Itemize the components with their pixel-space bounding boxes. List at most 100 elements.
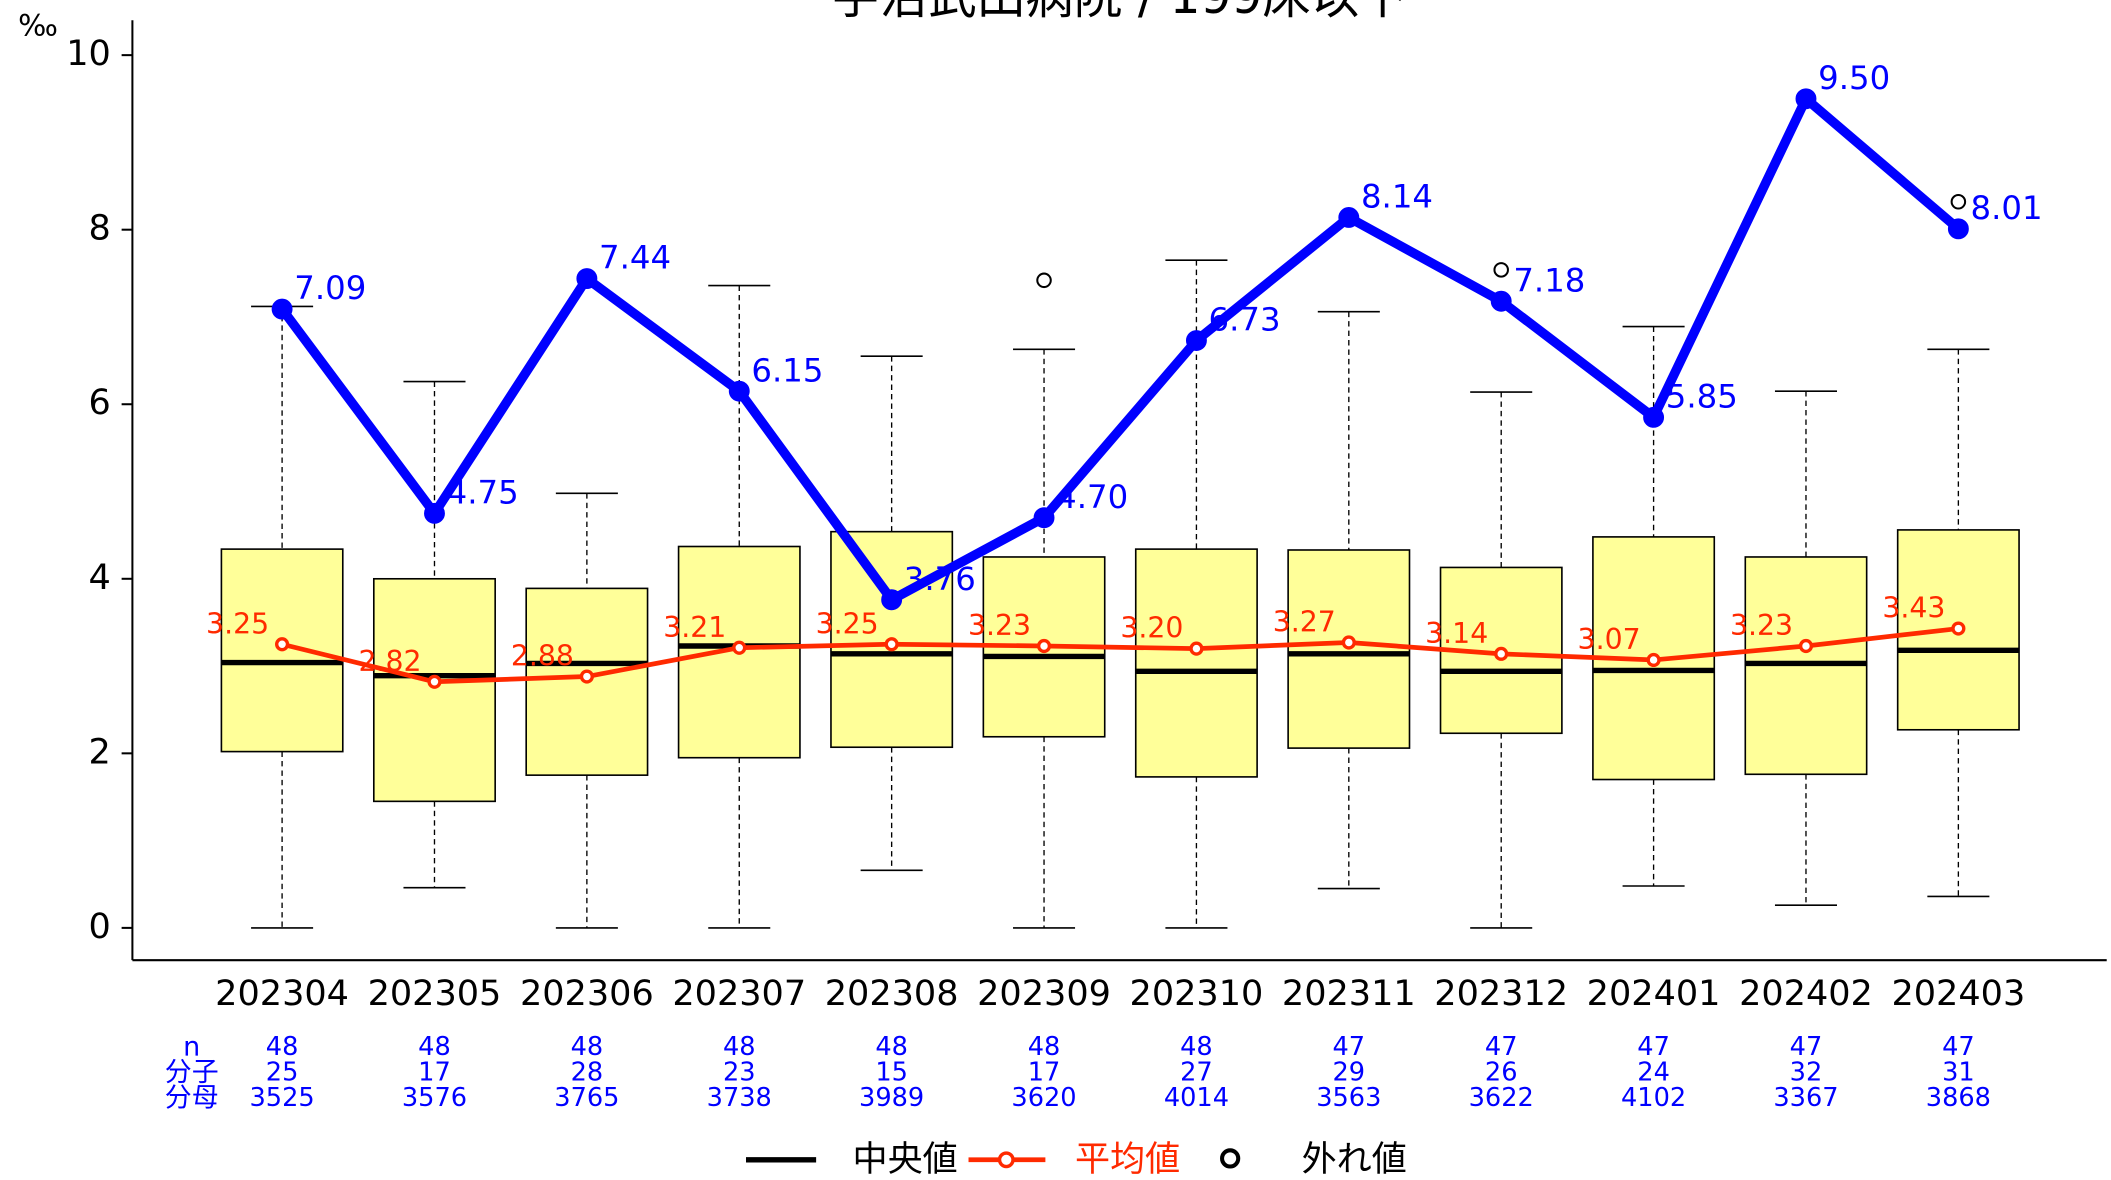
hospital-point: [1643, 406, 1665, 428]
box: [1134, 548, 1258, 778]
mean-value-label: 3.07: [1578, 623, 1641, 656]
y-tick-label: 4: [89, 557, 111, 598]
table-cell: 32: [1790, 1057, 1823, 1087]
hospital-line: [278, 94, 1962, 605]
hospital-value-label: 3.76: [904, 560, 976, 598]
mean-value-label: 3.23: [968, 609, 1031, 642]
outlier: [1036, 272, 1052, 289]
table-cell: 15: [875, 1057, 908, 1087]
hospital-value-label: 4.70: [1056, 478, 1128, 516]
table-cell: 3989: [859, 1083, 924, 1113]
mean-value-label: 3.43: [1882, 592, 1945, 625]
mean-point: [427, 674, 442, 689]
table-cell: 48: [723, 1032, 756, 1062]
hospital-point: [1795, 88, 1817, 110]
hospital-point: [881, 589, 903, 611]
hospital-point: [1338, 207, 1360, 228]
hospital-point: [424, 502, 445, 524]
hospital-point: [271, 298, 293, 320]
table-row-label: n: [183, 1031, 200, 1062]
x-tick-label: 202312: [1434, 973, 1568, 1014]
mean-value-label: 3.23: [1730, 609, 1793, 642]
y-tick-label: 8: [89, 208, 111, 249]
mean-point: [579, 669, 594, 684]
mean-point: [732, 640, 747, 655]
hospital-point: [576, 268, 598, 290]
x-tick-label: 202308: [825, 973, 959, 1014]
table-cell: 17: [1028, 1057, 1061, 1087]
table-cell: 17: [418, 1057, 451, 1087]
x-tick-label: 202401: [1587, 973, 1721, 1014]
hospital-value-label: 9.50: [1818, 59, 1890, 97]
table-cell: 4014: [1164, 1083, 1229, 1113]
hospital-value-label: 8.01: [1971, 189, 2043, 227]
table-cell: 48: [418, 1032, 451, 1062]
table-cell: 23: [723, 1057, 756, 1087]
x-tick-label: 202309: [977, 973, 1111, 1014]
mean-point: [1341, 635, 1356, 650]
hospital-value-label: 5.85: [1666, 377, 1738, 415]
table-cell: 47: [1942, 1032, 1975, 1062]
table-cell: 48: [266, 1032, 299, 1062]
hospital-value-label: 7.18: [1513, 261, 1585, 299]
table-row-label: 分子: [165, 1057, 219, 1088]
table-cell: 29: [1333, 1057, 1366, 1087]
y-tick-label: 6: [89, 382, 111, 423]
mean-value-label: 3.25: [816, 607, 879, 640]
hospital-point: [1185, 330, 1207, 351]
x-tick-label: 202310: [1130, 973, 1264, 1014]
y-unit: ‰: [18, 7, 58, 42]
legend-mean: 平均値: [1075, 1139, 1180, 1180]
hospital-value-label: 7.09: [294, 269, 366, 307]
mean-point: [275, 637, 290, 652]
table-cell: 3738: [707, 1083, 772, 1113]
table-row-label: 分母: [165, 1083, 219, 1114]
outlier: [1950, 194, 1967, 210]
mean-point: [1189, 641, 1204, 656]
table-cell: 3367: [1773, 1083, 1838, 1113]
table-cell: 3576: [402, 1083, 467, 1113]
table-cell: 3525: [250, 1083, 315, 1113]
hospital-point: [728, 380, 750, 402]
mean-value-label: 3.27: [1273, 606, 1336, 639]
hospital-point: [1947, 218, 1969, 240]
x-tick-label: 202403: [1891, 973, 2025, 1014]
y-tick-label: 10: [66, 33, 111, 74]
legend-outlier-swatch: [1220, 1148, 1241, 1169]
mean-value-label: 3.14: [1425, 617, 1488, 650]
table-cell: 31: [1942, 1057, 1975, 1087]
box: [372, 577, 496, 803]
table-cell: 48: [1180, 1032, 1213, 1062]
mean-value-label: 3.21: [663, 611, 726, 644]
mean-value-label: 2.82: [358, 645, 421, 678]
mean-value-label: 2.88: [511, 640, 574, 673]
mean-point: [1494, 646, 1509, 661]
table-cell: 3868: [1926, 1083, 1991, 1113]
hospital-value-label: 7.44: [599, 239, 671, 277]
table-cell: 3620: [1011, 1083, 1076, 1113]
mean-point: [1951, 621, 1966, 636]
table-cell: 4102: [1621, 1083, 1686, 1113]
hospital-value-label: 6.73: [1209, 301, 1281, 339]
table-cell: 3563: [1316, 1083, 1381, 1113]
hospital-value-label: 4.75: [447, 473, 519, 511]
mean-point: [1798, 638, 1814, 654]
table-cell: 25: [266, 1057, 299, 1087]
table-cell: 47: [1485, 1032, 1518, 1062]
table-cell: 3622: [1469, 1083, 1534, 1113]
hospital-point: [1033, 507, 1055, 529]
x-tick-label: 202304: [215, 973, 349, 1014]
legend-mean-dot: [997, 1151, 1015, 1169]
outlier: [1493, 262, 1509, 278]
mean-point: [1646, 652, 1661, 668]
table-cell: 47: [1333, 1032, 1366, 1062]
mean-point: [1036, 638, 1052, 654]
x-tick-label: 202402: [1739, 973, 1873, 1014]
hospital-value-label: 8.14: [1361, 178, 1433, 216]
hospital-point: [1490, 290, 1512, 312]
hospital-value-label: 6.15: [751, 351, 823, 389]
table-cell: 48: [571, 1032, 604, 1062]
table-cell: 3765: [554, 1083, 619, 1113]
table-cell: 47: [1790, 1032, 1823, 1062]
